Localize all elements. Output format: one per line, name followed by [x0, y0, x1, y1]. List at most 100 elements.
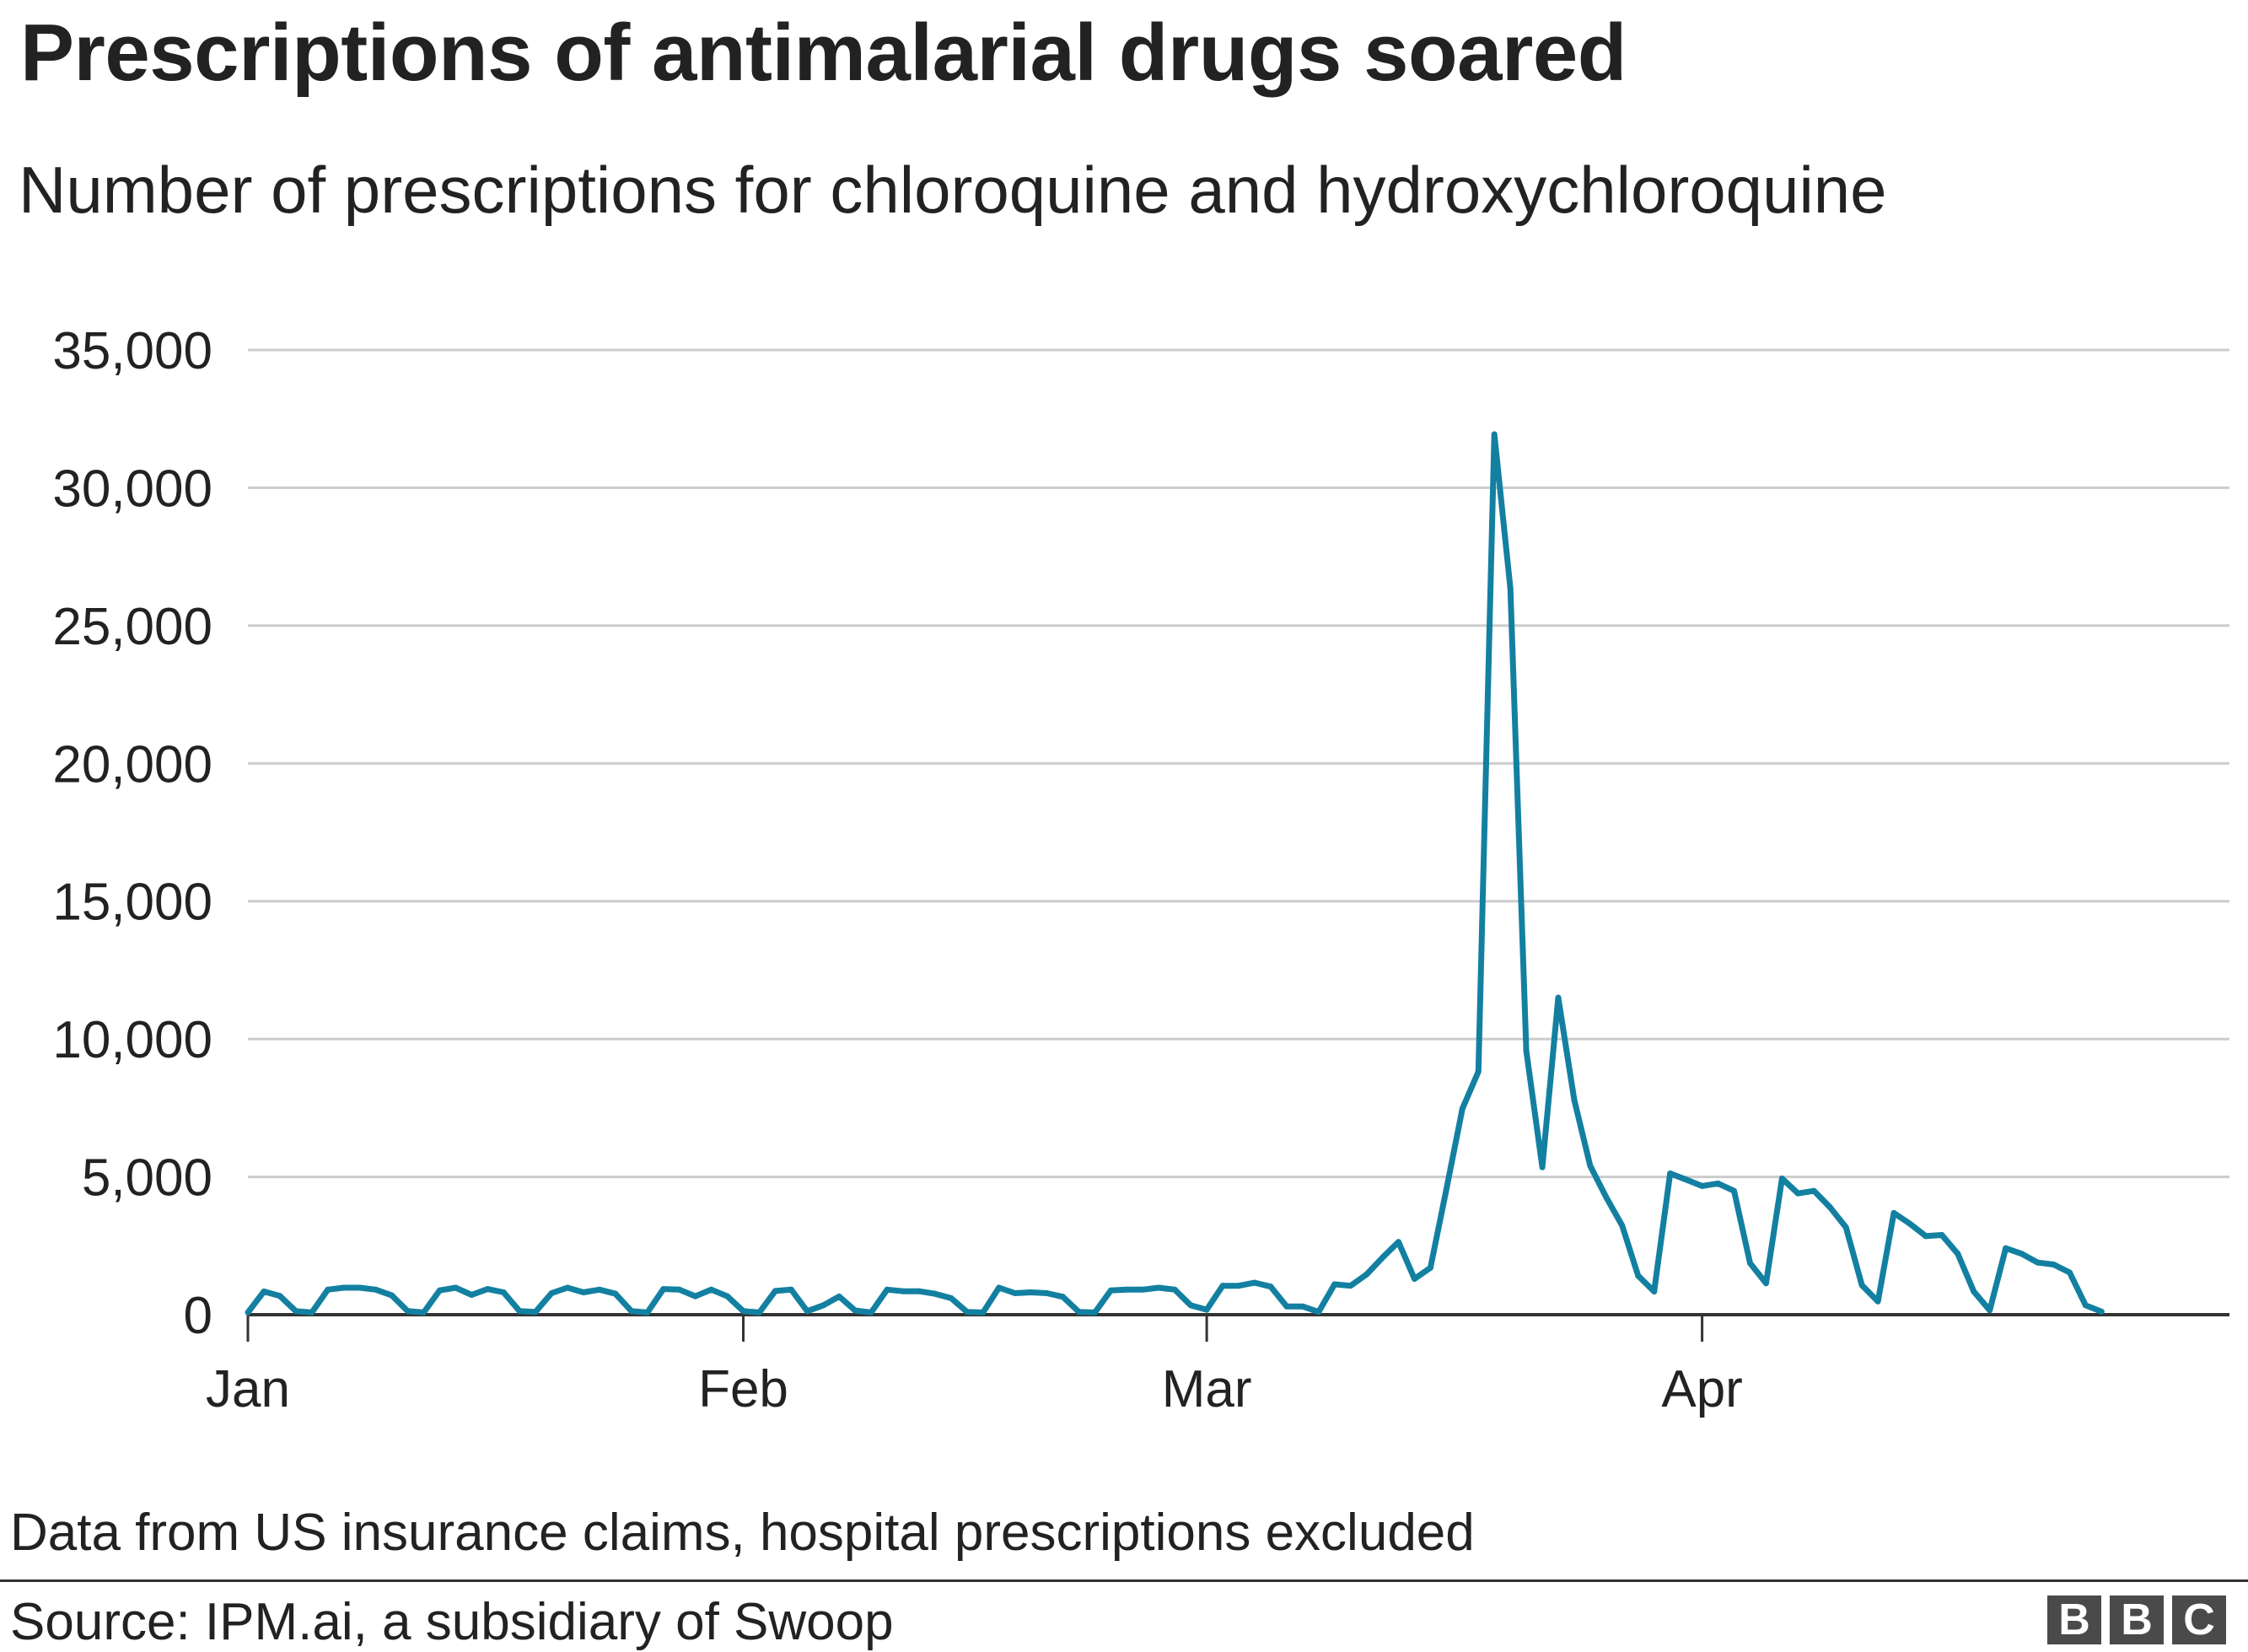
- data-point: [1715, 1180, 1722, 1187]
- data-point: [1826, 1204, 1833, 1211]
- data-point: [1235, 1283, 1242, 1289]
- data-point: [1283, 1303, 1290, 1310]
- y-tick-label: 0: [184, 1287, 212, 1345]
- data-point: [1347, 1283, 1354, 1289]
- data-point: [868, 1309, 874, 1316]
- data-point: [564, 1284, 571, 1291]
- data-point: [708, 1286, 715, 1293]
- series-layer: [245, 431, 2105, 1316]
- data-point: [1012, 1290, 1019, 1297]
- data-point: [1523, 1047, 1530, 1054]
- data-point: [1746, 1260, 1753, 1267]
- data-point: [293, 1308, 299, 1315]
- data-point: [2003, 1245, 2009, 1251]
- data-point: [1635, 1273, 1642, 1279]
- y-axis-labels: 0 5,000 10,000 15,000 20,000 25,000 30,000 35,0…: [52, 322, 212, 1345]
- data-point: [1794, 1190, 1801, 1197]
- data-point: [1107, 1287, 1114, 1294]
- data-point: [644, 1309, 651, 1316]
- data-point: [804, 1308, 810, 1315]
- data-point: [1939, 1232, 1945, 1239]
- data-point: [628, 1308, 635, 1315]
- data-point: [1923, 1233, 1929, 1240]
- chart-title: Prescriptions of antimalarial drugs soar…: [20, 8, 1627, 98]
- x-tick-label: Jan: [206, 1360, 290, 1418]
- y-tick-label: 10,000: [52, 1011, 212, 1069]
- data-point: [612, 1290, 619, 1297]
- chart-subtitle: Number of prescriptions for chloroquine …: [19, 153, 1887, 227]
- data-point: [1699, 1182, 1706, 1189]
- data-point: [980, 1309, 987, 1316]
- data-point: [1906, 1220, 1913, 1227]
- data-point: [1363, 1271, 1370, 1278]
- data-point: [1619, 1222, 1626, 1229]
- data-point: [1555, 994, 1562, 1001]
- data-point: [916, 1288, 922, 1294]
- data-point: [820, 1302, 826, 1309]
- data-point: [1507, 585, 1514, 592]
- data-point: [1731, 1187, 1737, 1194]
- data-point: [277, 1293, 283, 1300]
- bbc-logo-letter: B: [2110, 1595, 2164, 1644]
- data-point: [1203, 1306, 1210, 1313]
- data-point: [1187, 1302, 1194, 1309]
- data-point: [788, 1286, 794, 1293]
- data-point: [1267, 1283, 1274, 1290]
- data-point: [596, 1286, 603, 1293]
- data-point: [2066, 1269, 2073, 1276]
- footer-divider: [0, 1579, 2248, 1582]
- data-point: [325, 1286, 331, 1293]
- data-point: [1651, 1289, 1658, 1295]
- data-point: [1411, 1276, 1417, 1283]
- data-point: [1491, 431, 1498, 438]
- data-point: [692, 1293, 699, 1300]
- x-tick-label: Apr: [1661, 1360, 1742, 1418]
- data-point: [1315, 1309, 1322, 1316]
- data-point: [660, 1286, 667, 1293]
- data-point: [2051, 1262, 2057, 1268]
- data-point: [580, 1289, 587, 1296]
- data-point: [1810, 1187, 1817, 1194]
- bbc-logo-letter: C: [2172, 1595, 2226, 1644]
- data-point: [948, 1294, 955, 1301]
- data-point: [1396, 1239, 1402, 1246]
- data-point: [1667, 1170, 1674, 1176]
- data-point: [1219, 1283, 1226, 1289]
- data-point: [1587, 1162, 1594, 1169]
- data-point: [1028, 1289, 1035, 1296]
- data-point: [500, 1289, 507, 1296]
- data-point: [420, 1309, 427, 1316]
- data-point: [1890, 1209, 1897, 1216]
- y-tick-label: 35,000: [52, 322, 212, 380]
- data-point: [2019, 1251, 2025, 1257]
- data-point: [740, 1308, 746, 1315]
- data-point: [1778, 1176, 1785, 1182]
- data-point: [261, 1289, 267, 1295]
- data-point: [1874, 1298, 1881, 1305]
- data-point: [1299, 1303, 1306, 1310]
- data-point: [309, 1309, 315, 1316]
- data-point: [373, 1286, 379, 1293]
- data-point: [724, 1293, 731, 1300]
- data-point: [1762, 1280, 1769, 1287]
- data-point: [405, 1308, 411, 1315]
- data-point: [900, 1288, 906, 1294]
- data-point: [2082, 1302, 2089, 1309]
- data-point: [484, 1286, 491, 1293]
- data-point: [1571, 1096, 1578, 1103]
- data-point: [1987, 1307, 1993, 1314]
- data-point: [1044, 1290, 1051, 1297]
- data-point: [357, 1284, 363, 1291]
- bbc-logo-letter: B: [2047, 1595, 2101, 1644]
- data-point: [1475, 1068, 1482, 1075]
- data-point: [1155, 1284, 1162, 1291]
- data-point: [1331, 1281, 1338, 1288]
- data-point: [1603, 1194, 1610, 1201]
- data-point: [452, 1284, 459, 1291]
- data-point: [884, 1286, 890, 1293]
- series-line: [245, 431, 2103, 1316]
- data-point: [389, 1292, 395, 1299]
- data-point: [1459, 1106, 1466, 1112]
- data-point: [2035, 1259, 2041, 1266]
- data-point: [436, 1287, 443, 1294]
